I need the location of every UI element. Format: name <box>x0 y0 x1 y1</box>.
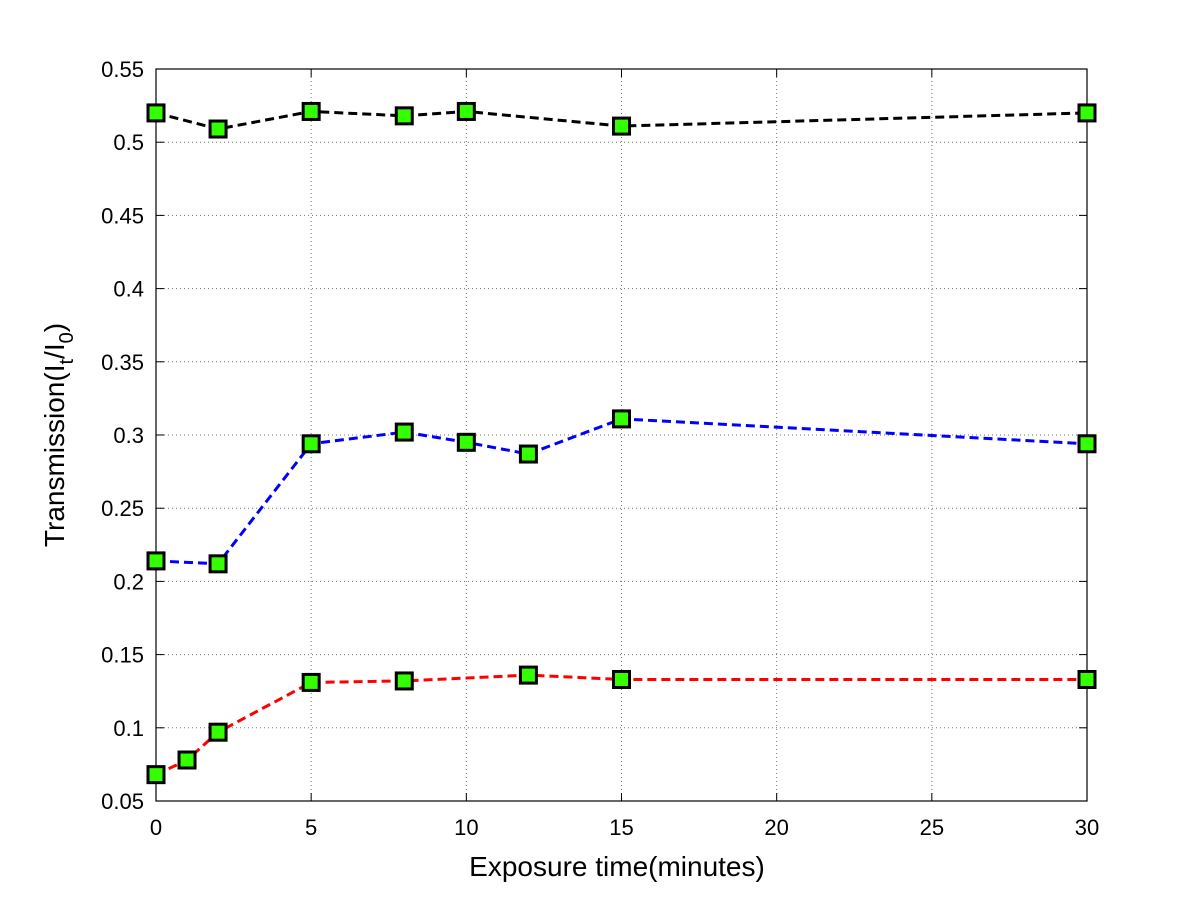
data-point <box>208 119 228 139</box>
x-tick-label: 30 <box>1075 815 1099 840</box>
x-tick-label: 15 <box>609 815 633 840</box>
y-tick-label: 0.45 <box>101 203 144 228</box>
data-point <box>208 722 228 742</box>
series-layer <box>146 101 1097 785</box>
data-point <box>456 101 476 121</box>
y-tick-label: 0.3 <box>113 423 144 448</box>
y-tick-label: 0.25 <box>101 496 144 521</box>
x-axis-label: Exposure time(minutes) <box>469 851 765 882</box>
y-tick-label: 0.15 <box>101 643 144 668</box>
data-point <box>177 750 197 770</box>
y-label-sub1: t <box>56 359 78 365</box>
y-label-prefix: Transmission(I <box>39 365 70 548</box>
data-point <box>301 101 321 121</box>
y-tick-label: 0.55 <box>101 57 144 82</box>
data-point <box>518 444 538 464</box>
y-tick-label: 0.1 <box>113 716 144 741</box>
data-point <box>518 665 538 685</box>
y-tick-label: 0.05 <box>101 789 144 814</box>
data-point <box>1077 434 1097 454</box>
y-label-mid: /I <box>39 343 70 359</box>
axis-ticks: 0 5 10 15 20 25 30 0.05 0.1 0.15 0.2 0.25 0.3 0.35 0.4… <box>101 57 1099 840</box>
x-tick-label: 0 <box>150 815 162 840</box>
y-tick-label: 0.4 <box>113 277 144 302</box>
series-2 <box>146 409 1097 574</box>
series-line <box>155 673 1087 777</box>
x-tick-label: 20 <box>764 815 788 840</box>
data-point <box>146 103 166 123</box>
data-point <box>208 554 228 574</box>
y-tick-label: 0.35 <box>101 350 144 375</box>
data-point <box>301 672 321 692</box>
x-tick-label: 25 <box>920 815 944 840</box>
data-point <box>394 422 414 442</box>
data-point <box>612 669 631 689</box>
x-tick-label: 5 <box>305 815 317 840</box>
series-line <box>155 417 1088 566</box>
data-point <box>612 116 631 136</box>
data-point <box>1077 669 1097 689</box>
data-point <box>456 432 476 452</box>
y-label-suffix: ) <box>39 323 70 332</box>
data-point <box>146 765 166 785</box>
y-tick-label: 0.5 <box>113 130 144 155</box>
y-tick-label: 0.2 <box>113 569 144 594</box>
data-point <box>1077 103 1097 123</box>
data-point <box>394 671 414 691</box>
data-point <box>301 434 321 454</box>
y-label-sub2: 0 <box>56 332 78 343</box>
data-point <box>146 551 166 571</box>
data-point <box>612 409 631 429</box>
x-tick-label: 10 <box>454 815 478 840</box>
series-1 <box>146 101 1097 139</box>
data-point <box>394 106 414 126</box>
y-axis-label: Transmission(It/I0) <box>39 323 78 547</box>
series-3 <box>146 665 1097 785</box>
